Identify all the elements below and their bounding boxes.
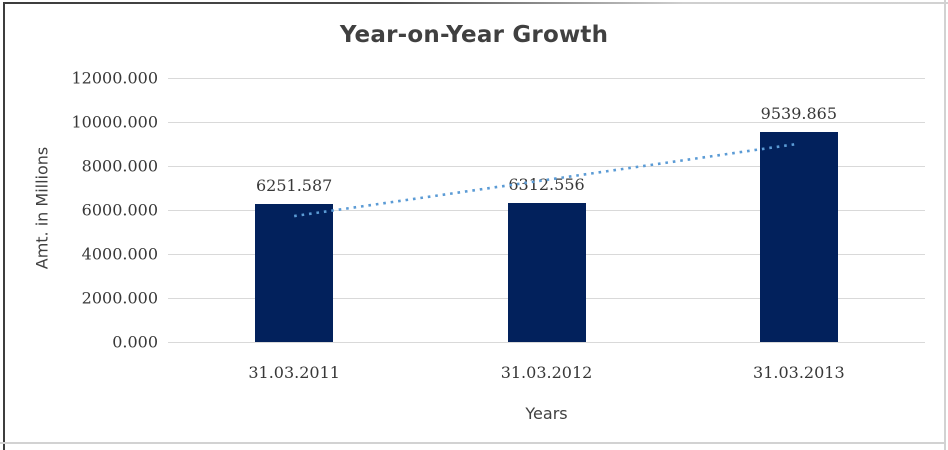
y-axis: 0.000 2000.000 4000.000 6000.000 8000.000 100…: [0, 69, 158, 352]
y-gridline: [168, 342, 925, 343]
y-gridline: [168, 78, 925, 79]
x-axis: 31.03.2011 31.03.2012 31.03.2013: [168, 363, 925, 385]
bar: [255, 204, 334, 342]
data-label: 9539.865: [760, 104, 837, 124]
y-axis-tick-label: 4000.000: [81, 244, 158, 264]
x-axis-tick-label: 31.03.2012: [500, 363, 593, 382]
x-axis-title: Years: [525, 404, 568, 423]
plot-area: 6251.587 6312.556 9539.865: [168, 78, 925, 343]
data-label: 6251.587: [255, 176, 333, 196]
y-axis-tick-label: 2000.000: [81, 288, 158, 308]
y-axis-tick-label: 8000.000: [81, 156, 158, 176]
frame-border-bottom: [0, 442, 944, 444]
y-axis-tick-label: 10000.000: [71, 112, 158, 132]
frame-border-left: [3, 2, 5, 450]
chart-title: Year-on-Year Growth: [339, 22, 609, 48]
frame-border-right: [944, 0, 946, 450]
data-label: 6312.556: [508, 175, 585, 195]
bar: [507, 203, 586, 342]
y-axis-tick-label: 0.000: [112, 332, 158, 352]
y-gridline: [168, 122, 925, 123]
y-axis-tick-label: 12000.000: [71, 68, 158, 88]
x-axis-tick-label: 31.03.2011: [248, 363, 340, 382]
bar: [759, 132, 838, 342]
x-axis-tick-label: 31.03.2013: [753, 363, 845, 382]
frame-border-top: [3, 2, 948, 4]
y-axis-tick-label: 6000.000: [81, 200, 158, 220]
